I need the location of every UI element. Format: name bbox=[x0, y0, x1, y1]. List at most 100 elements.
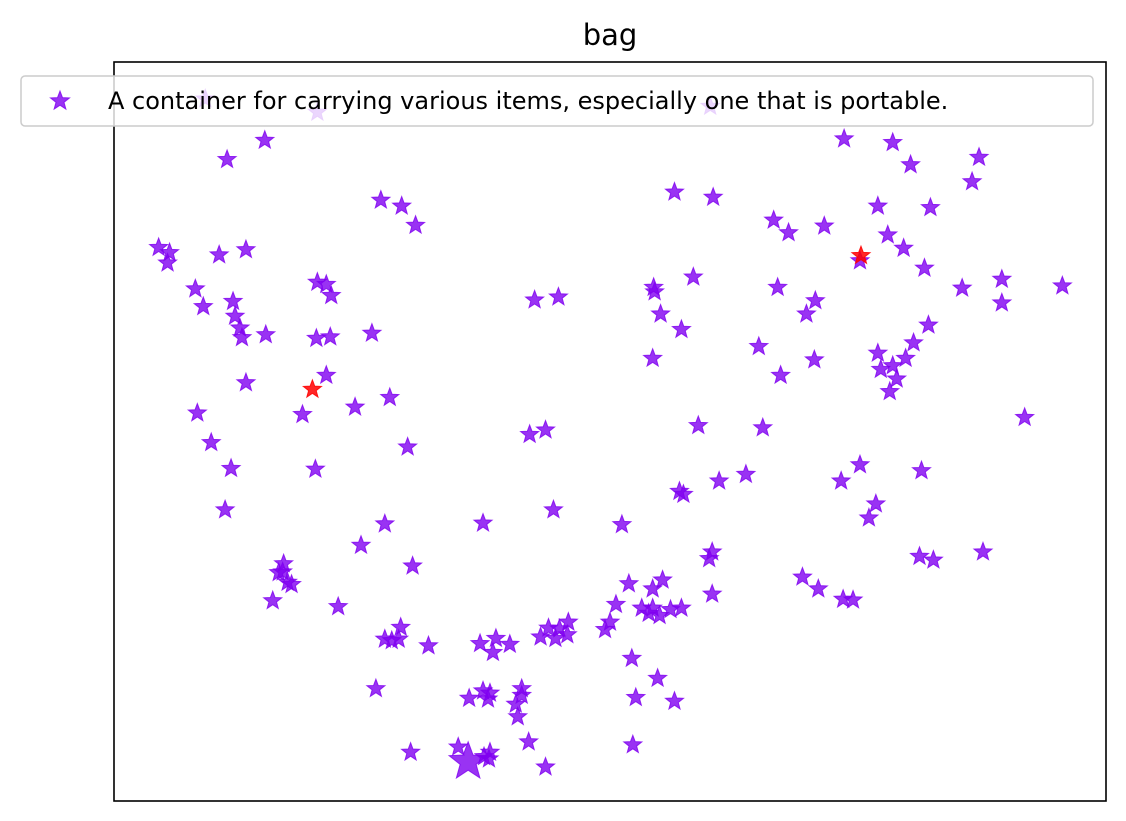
data-point bbox=[222, 290, 244, 311]
data-point bbox=[505, 693, 527, 714]
data-point bbox=[867, 342, 889, 363]
data-point bbox=[524, 289, 545, 309]
data-point-red bbox=[302, 378, 323, 399]
data-point bbox=[281, 573, 302, 594]
data-point bbox=[402, 555, 423, 575]
data-point-red bbox=[850, 244, 872, 265]
data-point bbox=[698, 547, 720, 568]
data-point bbox=[886, 368, 908, 388]
legend-box bbox=[20, 75, 1094, 127]
data-point bbox=[255, 323, 277, 344]
points-layer bbox=[148, 88, 1073, 780]
data-point bbox=[472, 512, 494, 532]
data-point bbox=[327, 595, 349, 616]
data-point bbox=[903, 331, 924, 352]
data-point bbox=[951, 277, 973, 297]
data-point bbox=[418, 634, 439, 655]
data-point bbox=[305, 327, 327, 348]
data-point bbox=[879, 380, 901, 401]
data-point bbox=[882, 131, 904, 152]
data-point bbox=[877, 224, 899, 244]
data-point bbox=[605, 593, 627, 614]
data-point bbox=[148, 236, 170, 257]
data-point bbox=[770, 364, 792, 385]
data-point bbox=[1014, 406, 1036, 427]
data-point bbox=[752, 416, 774, 437]
data-point bbox=[671, 318, 692, 339]
data-point bbox=[548, 286, 569, 306]
data-point bbox=[405, 214, 426, 235]
data-point bbox=[813, 215, 835, 235]
data-point bbox=[216, 148, 238, 169]
data-point bbox=[638, 602, 660, 623]
chart-title: bag bbox=[583, 18, 638, 52]
data-point bbox=[262, 589, 284, 610]
legend: A container for carrying various items, … bbox=[20, 75, 1094, 127]
data-point bbox=[882, 354, 904, 375]
data-point bbox=[621, 647, 643, 668]
data-point bbox=[485, 627, 507, 648]
data-point bbox=[1051, 274, 1073, 295]
data-point bbox=[748, 335, 770, 356]
legend-marker-star bbox=[49, 89, 71, 111]
data-point bbox=[763, 209, 785, 229]
data-point bbox=[231, 326, 253, 347]
data-point bbox=[664, 690, 685, 711]
data-point bbox=[842, 589, 864, 609]
data-point bbox=[991, 268, 1013, 289]
data-point bbox=[914, 257, 935, 278]
data-point bbox=[673, 483, 694, 504]
data-point bbox=[622, 733, 644, 754]
data-point bbox=[671, 597, 692, 617]
data-point bbox=[778, 221, 799, 242]
data-point bbox=[833, 127, 855, 148]
data-point bbox=[647, 667, 669, 688]
data-point bbox=[682, 266, 704, 286]
data-point bbox=[687, 414, 709, 435]
data-point bbox=[644, 280, 666, 301]
data-point bbox=[157, 252, 178, 272]
data-point bbox=[909, 545, 930, 566]
data-point bbox=[702, 186, 724, 207]
data-point bbox=[923, 549, 944, 569]
data-point bbox=[867, 195, 889, 215]
data-point bbox=[320, 284, 342, 305]
data-point bbox=[911, 459, 932, 480]
data-point bbox=[918, 314, 939, 334]
data-point bbox=[319, 325, 341, 346]
data-point bbox=[535, 756, 556, 776]
data-point bbox=[235, 371, 257, 392]
plot-frame bbox=[113, 61, 1107, 802]
data-point bbox=[664, 181, 685, 201]
legend-marker bbox=[49, 89, 71, 111]
legend-label: A container for carrying various items, … bbox=[108, 87, 948, 115]
data-point bbox=[304, 458, 326, 479]
data-point bbox=[804, 289, 826, 310]
data-point bbox=[538, 617, 559, 637]
data-point bbox=[660, 598, 681, 619]
data-point bbox=[735, 463, 757, 484]
data-point bbox=[390, 616, 412, 637]
data-point bbox=[543, 498, 564, 519]
data-point bbox=[220, 457, 242, 478]
data-point bbox=[315, 273, 337, 294]
data-point bbox=[650, 303, 671, 323]
data-point bbox=[519, 423, 541, 444]
data-point bbox=[530, 626, 551, 646]
data-point bbox=[920, 196, 941, 217]
data-point bbox=[900, 153, 921, 174]
data-point bbox=[344, 396, 366, 416]
data-point bbox=[518, 730, 540, 751]
data-point bbox=[991, 291, 1013, 312]
data-point bbox=[895, 347, 917, 368]
data-point bbox=[184, 277, 206, 298]
data-point bbox=[961, 170, 983, 191]
data-point bbox=[708, 470, 730, 490]
data-point bbox=[200, 431, 222, 452]
data-point bbox=[858, 507, 880, 527]
data-point bbox=[972, 541, 994, 561]
data-point bbox=[350, 534, 372, 555]
data-point bbox=[388, 628, 410, 648]
data-point bbox=[830, 470, 852, 490]
